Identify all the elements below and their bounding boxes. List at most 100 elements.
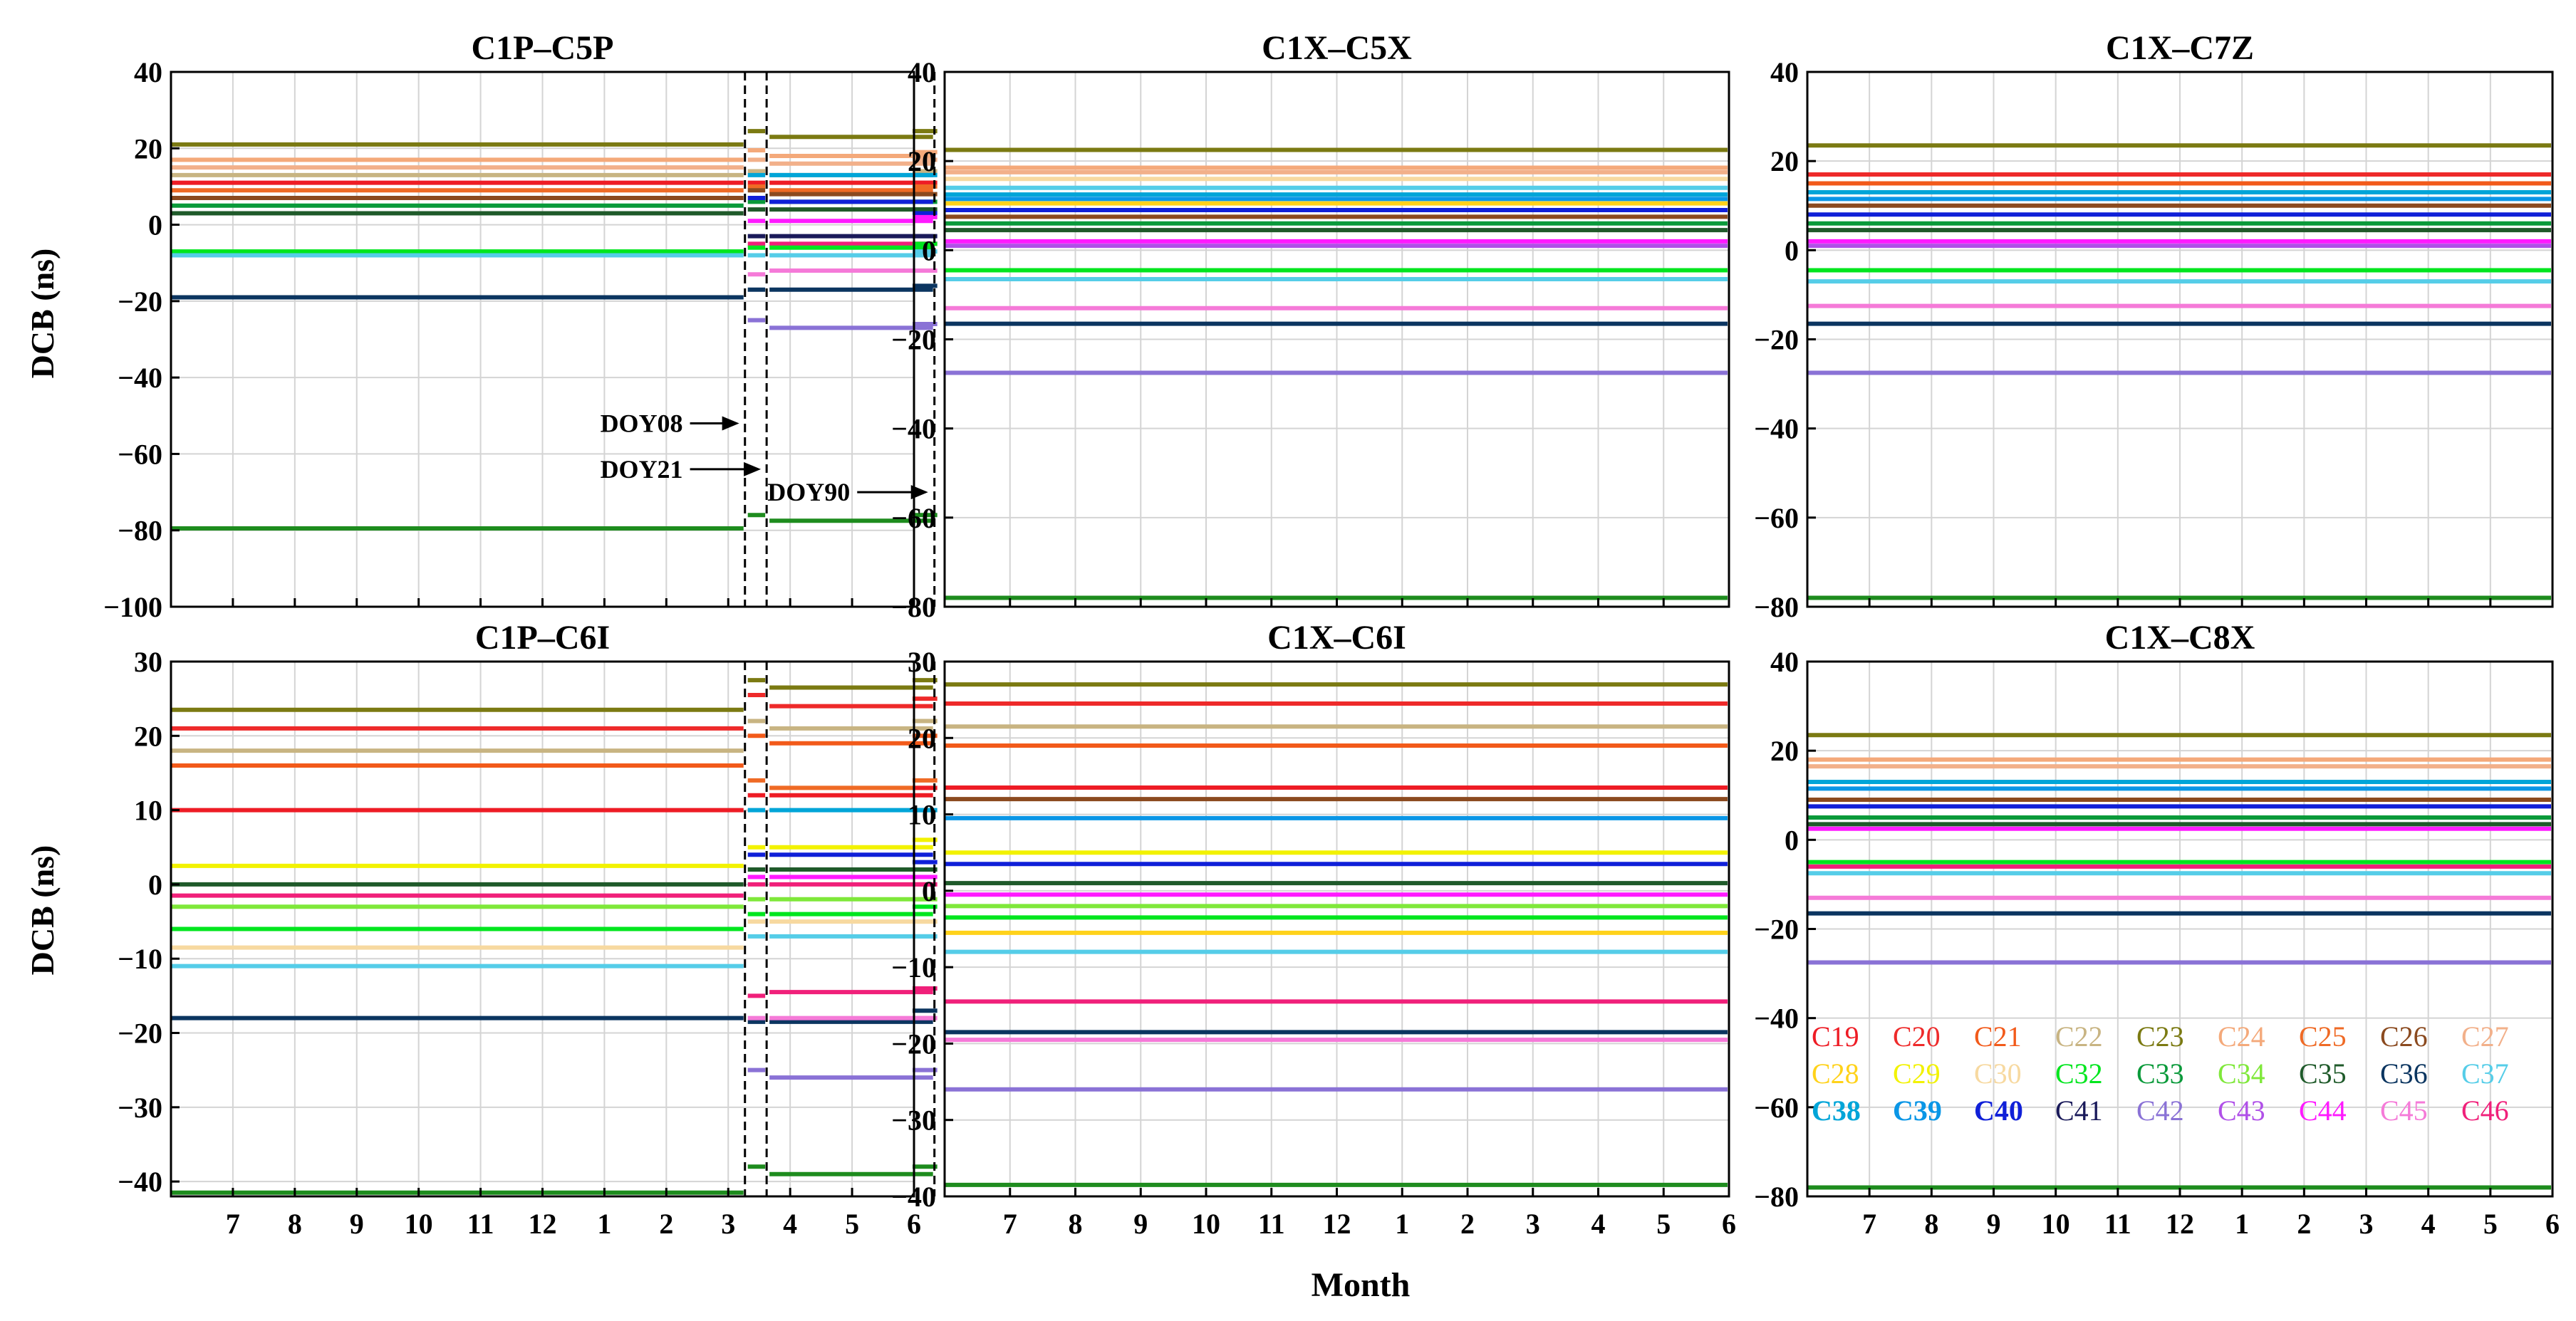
x-tick-label: 6: [907, 1208, 921, 1240]
y-tick-label: −40: [891, 1181, 936, 1213]
legend-item-C29: C29: [1893, 1058, 1941, 1090]
y-tick-label: 10: [134, 795, 162, 827]
x-tick-label: 9: [1133, 1208, 1148, 1240]
y-tick-label: 20: [134, 132, 162, 165]
y-tick-label: −20: [1754, 914, 1799, 946]
shared-x-label: Month: [1312, 1266, 1411, 1304]
y-tick-label: 0: [922, 875, 936, 907]
legend-item-C41: C41: [2055, 1095, 2103, 1127]
y-tick-label: −80: [1754, 591, 1799, 623]
y-tick-label: −30: [891, 1105, 936, 1137]
x-tick-label: 8: [1924, 1208, 1938, 1240]
y-tick-label: −80: [891, 591, 936, 623]
panel-title: C1P–C5P: [472, 29, 614, 67]
x-tick-label: 2: [659, 1208, 673, 1240]
y-tick-label: −60: [118, 438, 162, 470]
x-tick-label: 9: [350, 1208, 364, 1240]
legend-item-C44: C44: [2299, 1095, 2347, 1127]
x-tick-label: 5: [2483, 1208, 2498, 1240]
legend-item-C28: C28: [1812, 1058, 1859, 1090]
x-tick-label: 7: [226, 1208, 240, 1240]
legend-item-C26: C26: [2380, 1020, 2428, 1053]
y-tick-label: −40: [1754, 413, 1799, 445]
x-tick-label: 1: [1395, 1208, 1409, 1240]
legend-item-C36: C36: [2380, 1058, 2428, 1090]
x-tick-label: 3: [2359, 1208, 2374, 1240]
y-tick-label: 20: [908, 145, 936, 177]
y-tick-label: 40: [1770, 56, 1799, 88]
legend-item-C19: C19: [1812, 1020, 1859, 1053]
x-tick-label: 12: [1323, 1208, 1351, 1240]
legend-item-C32: C32: [2055, 1058, 2103, 1090]
y-tick-label: −60: [1754, 1092, 1799, 1124]
x-tick-label: 10: [1192, 1208, 1220, 1240]
legend-item-C20: C20: [1893, 1020, 1941, 1053]
panel-c1x-c5x: −80 −60 −40 −20 0 20 40 C1X–C5X: [891, 29, 1730, 623]
legend-item-C25: C25: [2299, 1020, 2347, 1053]
y-tick-label: 20: [908, 722, 936, 754]
legend-item-C21: C21: [1974, 1020, 2022, 1053]
y-tick-label: −40: [1754, 1003, 1799, 1035]
y-tick-label: 40: [908, 56, 936, 88]
x-tick-label: 4: [2421, 1208, 2436, 1240]
y-tick-label: −60: [891, 502, 936, 534]
shared-y-label-top: DCB (ns): [24, 249, 61, 379]
panel-title: C1X–C8X: [2105, 619, 2255, 657]
y-tick-label: 0: [1785, 234, 1799, 266]
x-tick-label: 10: [2042, 1208, 2070, 1240]
y-tick-label: −20: [118, 1018, 162, 1050]
y-tick-label: −10: [118, 943, 162, 975]
x-tick-label: 9: [1987, 1208, 2001, 1240]
y-tick-label: −60: [1754, 502, 1799, 534]
y-tick-label: −40: [118, 362, 162, 394]
annotation-label: DOY08: [601, 409, 683, 438]
x-tick-label: 4: [1591, 1208, 1606, 1240]
y-tick-label: 0: [148, 209, 162, 241]
y-tick-label: −100: [103, 591, 162, 623]
x-tick-label: 11: [467, 1208, 494, 1240]
y-tick-label: −20: [891, 1028, 936, 1060]
legend-item-C40: C40: [1974, 1095, 2023, 1127]
x-tick-label: 2: [2297, 1208, 2311, 1240]
x-tick-label: 12: [2166, 1208, 2194, 1240]
y-tick-label: 20: [1770, 145, 1799, 177]
x-tick-label: 3: [1526, 1208, 1540, 1240]
y-tick-label: −10: [891, 951, 936, 983]
annotation-label: DOY21: [601, 455, 683, 484]
x-tick-label: 12: [529, 1208, 557, 1240]
x-tick-label: 2: [1460, 1208, 1475, 1240]
legend-item-C39: C39: [1893, 1095, 1942, 1127]
panel-title: C1X–C7Z: [2106, 29, 2254, 67]
x-tick-label: 4: [783, 1208, 797, 1240]
legend-item-C23: C23: [2136, 1020, 2184, 1053]
y-tick-label: −40: [118, 1166, 162, 1198]
legend-item-C34: C34: [2218, 1058, 2265, 1090]
legend-item-C46: C46: [2461, 1095, 2509, 1127]
panel-c1p-c5p: DOY08 DOY21 DOY90 −100 −80 −60 −40 −20 0 20 40 C1P–…: [103, 29, 938, 623]
x-tick-label: 11: [1258, 1208, 1285, 1240]
y-tick-label: −80: [1754, 1181, 1799, 1213]
y-tick-label: 0: [1785, 824, 1799, 856]
x-tick-label: 6: [2545, 1208, 2560, 1240]
x-tick-label: 8: [288, 1208, 302, 1240]
y-tick-label: −40: [891, 413, 936, 445]
legend-item-C38: C38: [1812, 1095, 1861, 1127]
y-tick-label: 40: [1770, 646, 1799, 678]
legend-item-C30: C30: [1974, 1058, 2022, 1090]
panel-title: C1X–C6I: [1267, 619, 1406, 657]
x-tick-label: 7: [1003, 1208, 1017, 1240]
annotation-label: DOY90: [767, 478, 850, 506]
y-tick-label: 10: [908, 799, 936, 831]
legend-item-C27: C27: [2461, 1020, 2509, 1053]
legend-item-C42: C42: [2136, 1095, 2184, 1127]
y-tick-label: −20: [891, 324, 936, 356]
x-tick-label: 11: [2104, 1208, 2131, 1240]
y-tick-label: 0: [148, 869, 162, 901]
y-tick-label: 20: [1770, 735, 1799, 767]
x-tick-label: 5: [1656, 1208, 1671, 1240]
panel-title: C1X–C5X: [1262, 29, 1412, 67]
